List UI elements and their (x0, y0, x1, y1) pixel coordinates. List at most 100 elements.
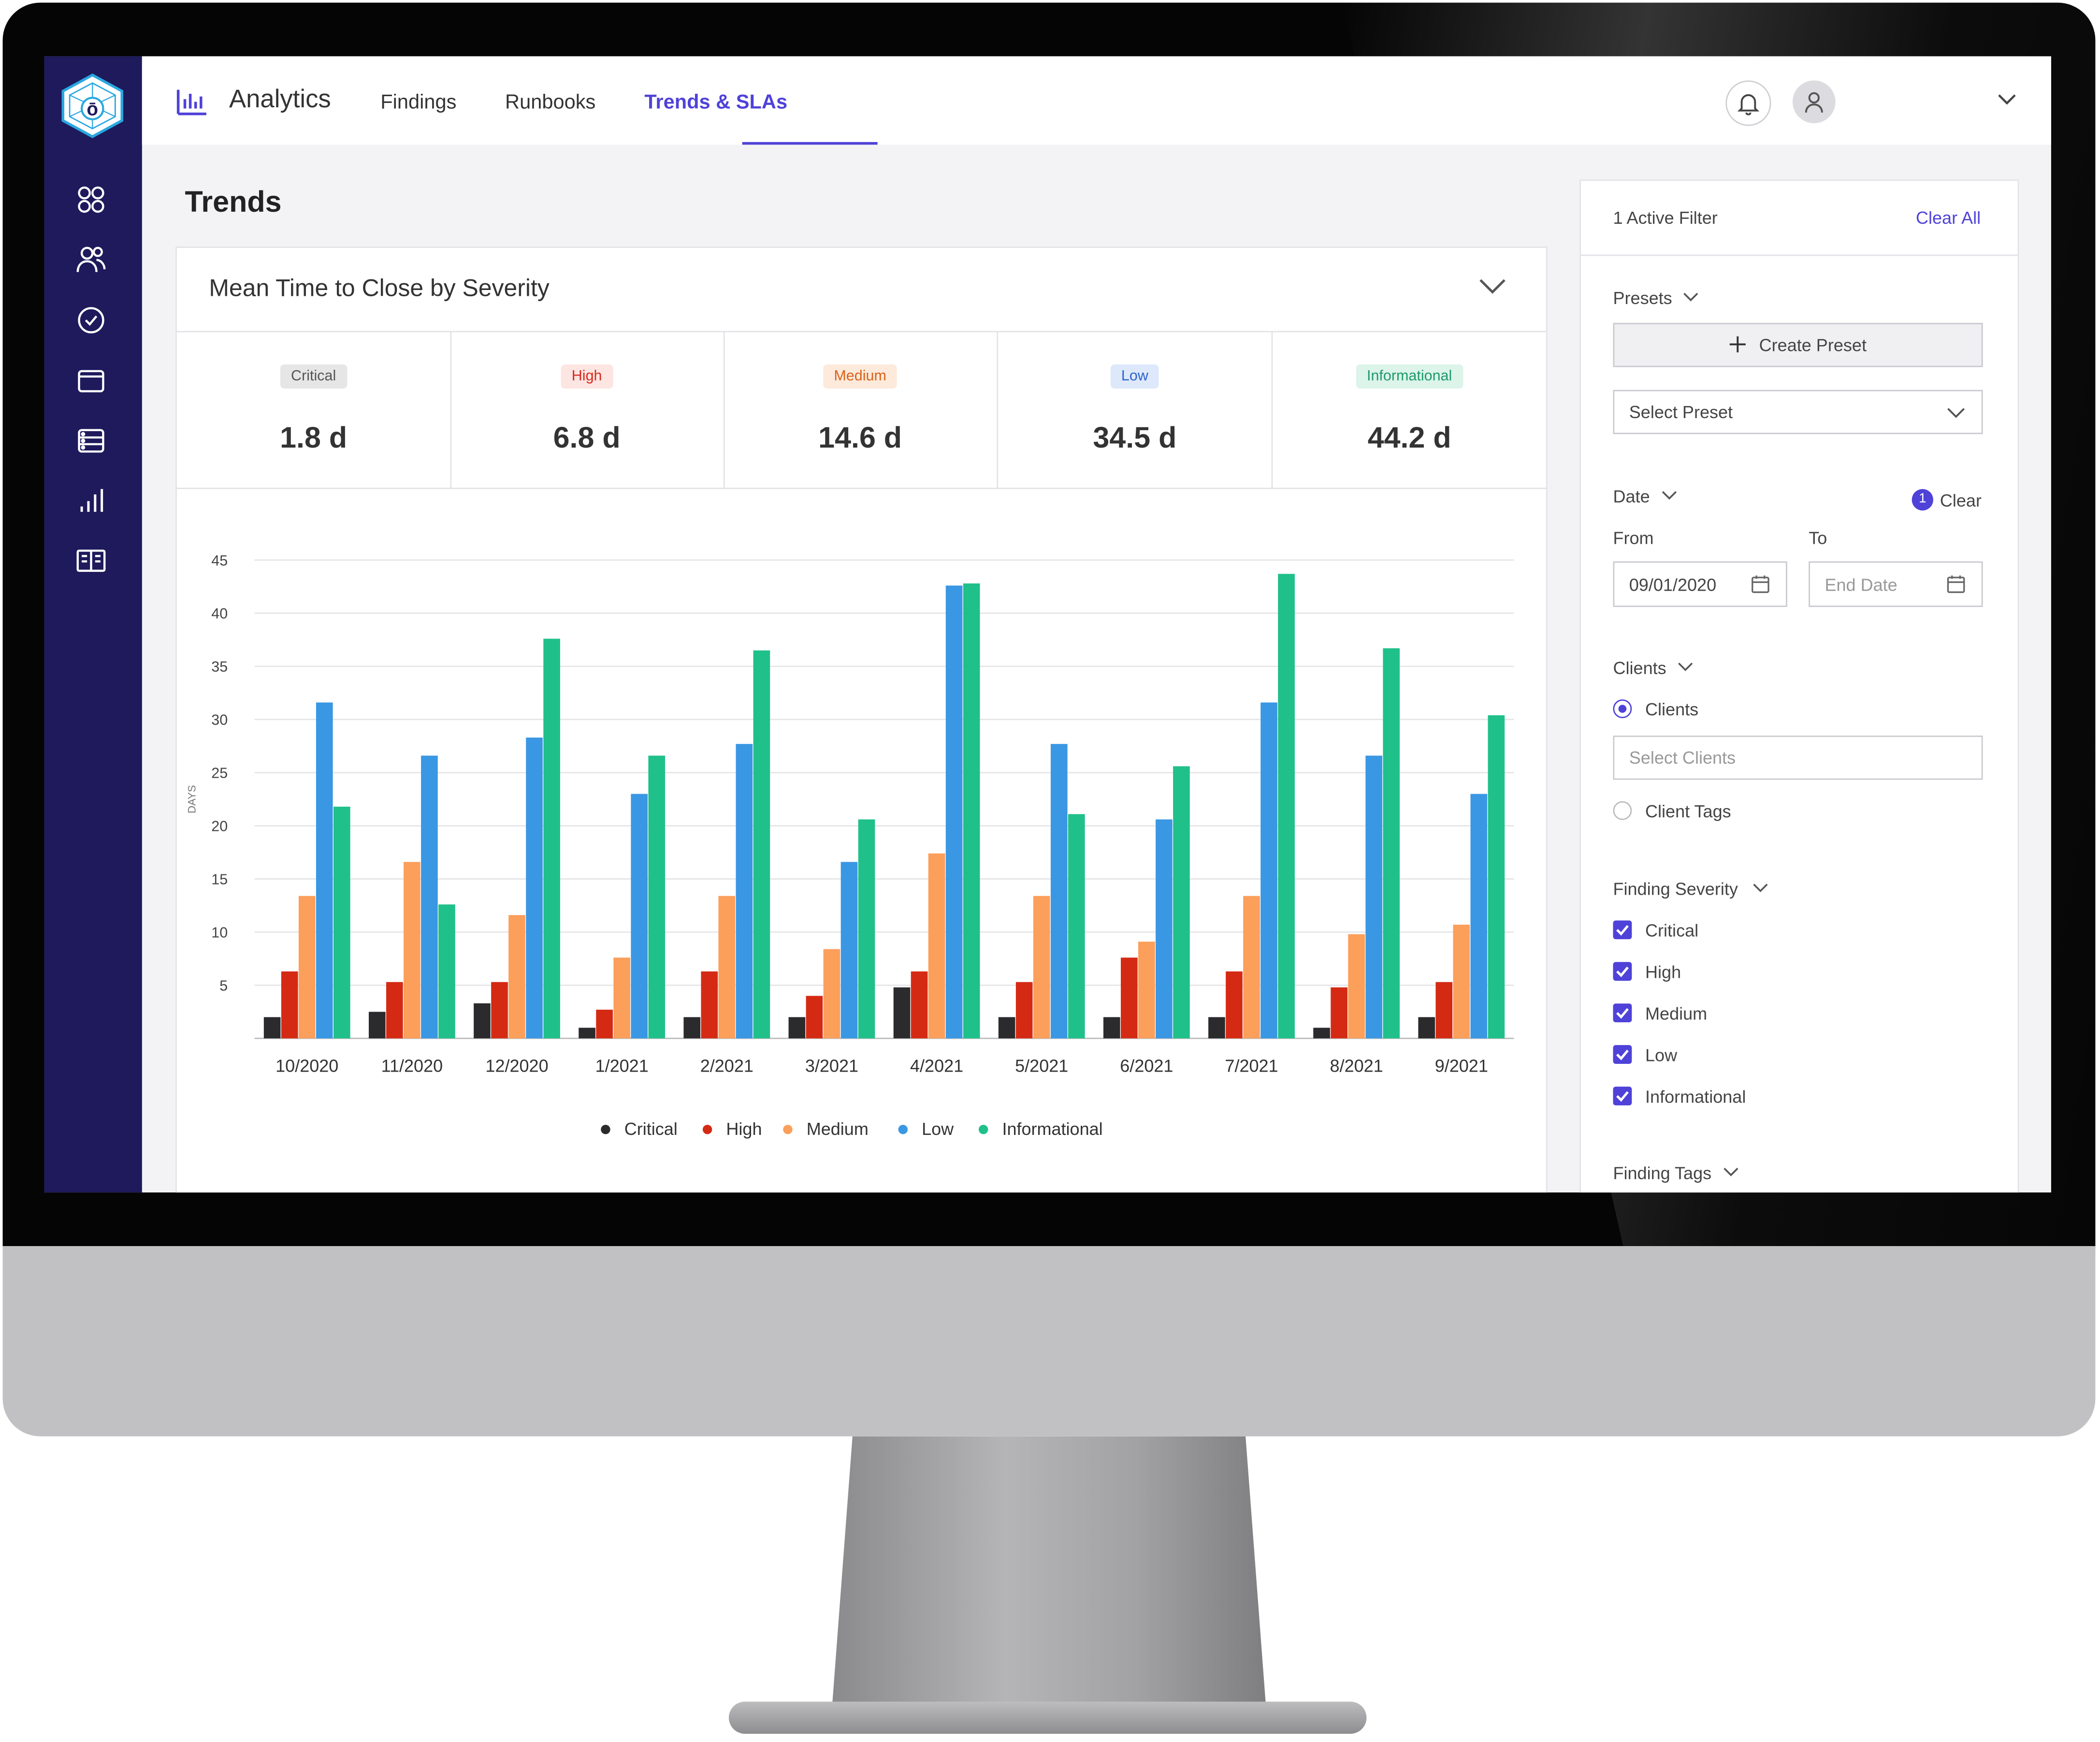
book-icon[interactable] (71, 540, 111, 580)
sidebar: ō (44, 56, 142, 1193)
bar-medium (613, 958, 630, 1039)
bar-critical (998, 1017, 1015, 1039)
legend-label: Low (922, 1119, 954, 1139)
to-date-placeholder: End Date (1825, 575, 1897, 595)
metric-low: Low 34.5 d (998, 331, 1273, 489)
bar-high (806, 996, 823, 1039)
select-clients-input[interactable]: Select Clients (1613, 735, 1983, 780)
presets-label[interactable]: Presets (1613, 288, 1672, 308)
legend-marker (978, 1125, 988, 1134)
app-title: Analytics (229, 86, 331, 114)
date-clear-link[interactable]: Clear (1940, 490, 1982, 511)
from-date-value: 09/01/2020 (1629, 575, 1717, 595)
severity-checkbox-medium[interactable] (1613, 1003, 1632, 1023)
severity-badge: Low (1110, 364, 1159, 389)
client-tags-radio[interactable] (1613, 801, 1632, 820)
to-date-input[interactable]: End Date (1809, 561, 1983, 607)
bar-high (1226, 971, 1243, 1039)
card-title: Mean Time to Close by Severity (209, 275, 550, 302)
mttc-bar-chart: 5 10 15 20 25 30 35 40 45 DAYS 10/2020 11/2020 12/20… (186, 552, 1514, 1139)
x-tick-label: 2/2021 (700, 1056, 753, 1076)
legend-marker (702, 1125, 712, 1134)
finding-tags-chevron-icon[interactable] (1723, 1166, 1739, 1179)
avatar[interactable] (1792, 80, 1836, 124)
severity-option-label: Medium (1645, 1003, 1708, 1024)
bar-high (911, 971, 928, 1039)
bar-high (1015, 982, 1033, 1039)
bar-critical (579, 1028, 595, 1039)
finding-tags-label[interactable]: Finding Tags (1613, 1163, 1712, 1183)
bar-low (945, 585, 963, 1039)
bar-high (596, 1009, 613, 1039)
x-tick-label: 5/2021 (1015, 1056, 1068, 1076)
users-icon[interactable] (71, 240, 111, 280)
select-preset-dropdown[interactable]: Select Preset (1613, 390, 1983, 435)
notifications-button[interactable] (1725, 80, 1771, 126)
top-navbar: Analytics Findings Runbooks Trends & SLA… (142, 56, 2051, 145)
clear-all-link[interactable]: Clear All (1915, 207, 1981, 228)
severity-checkbox-critical[interactable] (1613, 920, 1632, 940)
clients-label[interactable]: Clients (1613, 658, 1666, 678)
bar-chart-icon[interactable] (71, 481, 111, 521)
bar-informational (1383, 648, 1400, 1039)
bar-informational (1488, 715, 1505, 1039)
metric-medium: Medium 14.6 d (723, 331, 999, 489)
check-circle-icon[interactable] (71, 300, 111, 340)
clients-radio[interactable] (1613, 699, 1632, 718)
finding-severity-label[interactable]: Finding Severity (1613, 879, 1738, 900)
create-preset-button[interactable]: Create Preset (1613, 323, 1983, 367)
bar-informational (858, 819, 875, 1039)
bar-high (1435, 982, 1453, 1039)
bar-informational (1068, 814, 1085, 1039)
severity-badge: Informational (1356, 364, 1463, 389)
logo-icon[interactable]: ō (58, 73, 127, 140)
finding-severity-chevron-icon[interactable] (1752, 882, 1768, 895)
active-filter-count: 1 Active Filter (1613, 207, 1718, 228)
calendar-icon[interactable] (1947, 575, 1966, 594)
bar-critical (1208, 1017, 1225, 1039)
create-preset-label: Create Preset (1759, 335, 1867, 355)
y-tick-label: 25 (211, 765, 228, 782)
calendar-icon[interactable] (1751, 575, 1770, 594)
severity-option-label: Critical (1645, 920, 1699, 941)
tab-runbooks[interactable]: Runbooks (505, 91, 596, 114)
clients-chevron-icon[interactable] (1678, 661, 1694, 674)
bar-medium (1453, 924, 1470, 1039)
severity-checkbox-informational[interactable] (1613, 1087, 1632, 1105)
bar-low (421, 755, 438, 1039)
card-collapse-chevron-icon[interactable] (1477, 275, 1509, 299)
date-label[interactable]: Date (1613, 486, 1650, 507)
bar-high (1121, 958, 1138, 1039)
grid-icon[interactable] (71, 179, 111, 219)
bar-medium (1348, 934, 1365, 1039)
active-tab-indicator (742, 142, 878, 145)
presets-chevron-icon[interactable] (1683, 291, 1699, 305)
from-date-input[interactable]: 09/01/2020 (1613, 561, 1787, 607)
bar-high (701, 971, 718, 1039)
bar-medium (718, 896, 736, 1039)
bar-low (840, 862, 858, 1039)
legend-label: Medium (807, 1119, 869, 1139)
app-screen: ō (44, 56, 2051, 1193)
x-tick-label: 7/2021 (1225, 1056, 1278, 1076)
user-icon (1805, 92, 1823, 113)
severity-checkbox-low[interactable] (1613, 1045, 1632, 1064)
bar-critical (1418, 1017, 1435, 1039)
y-tick-label: 15 (211, 871, 228, 888)
tab-trends-slas[interactable]: Trends & SLAs (644, 91, 788, 114)
severity-checkbox-high[interactable] (1613, 962, 1632, 981)
folder-icon[interactable] (71, 361, 111, 401)
severity-option-label: High (1645, 962, 1681, 982)
y-axis-label: DAYS (186, 785, 198, 813)
clients-radio-label: Clients (1645, 699, 1699, 720)
mttc-card: Mean Time to Close by Severity Critical … (175, 247, 1548, 1193)
x-tick-label: 8/2021 (1330, 1056, 1383, 1076)
divider (1580, 254, 2018, 256)
account-menu-chevron-icon[interactable] (1996, 91, 2017, 107)
metric-value: 34.5 d (1093, 421, 1177, 454)
tab-findings[interactable]: Findings (380, 91, 457, 114)
x-tick-label: 1/2021 (595, 1056, 649, 1076)
date-chevron-icon[interactable] (1661, 489, 1677, 503)
database-icon[interactable] (71, 421, 111, 461)
bar-low (1365, 755, 1383, 1039)
